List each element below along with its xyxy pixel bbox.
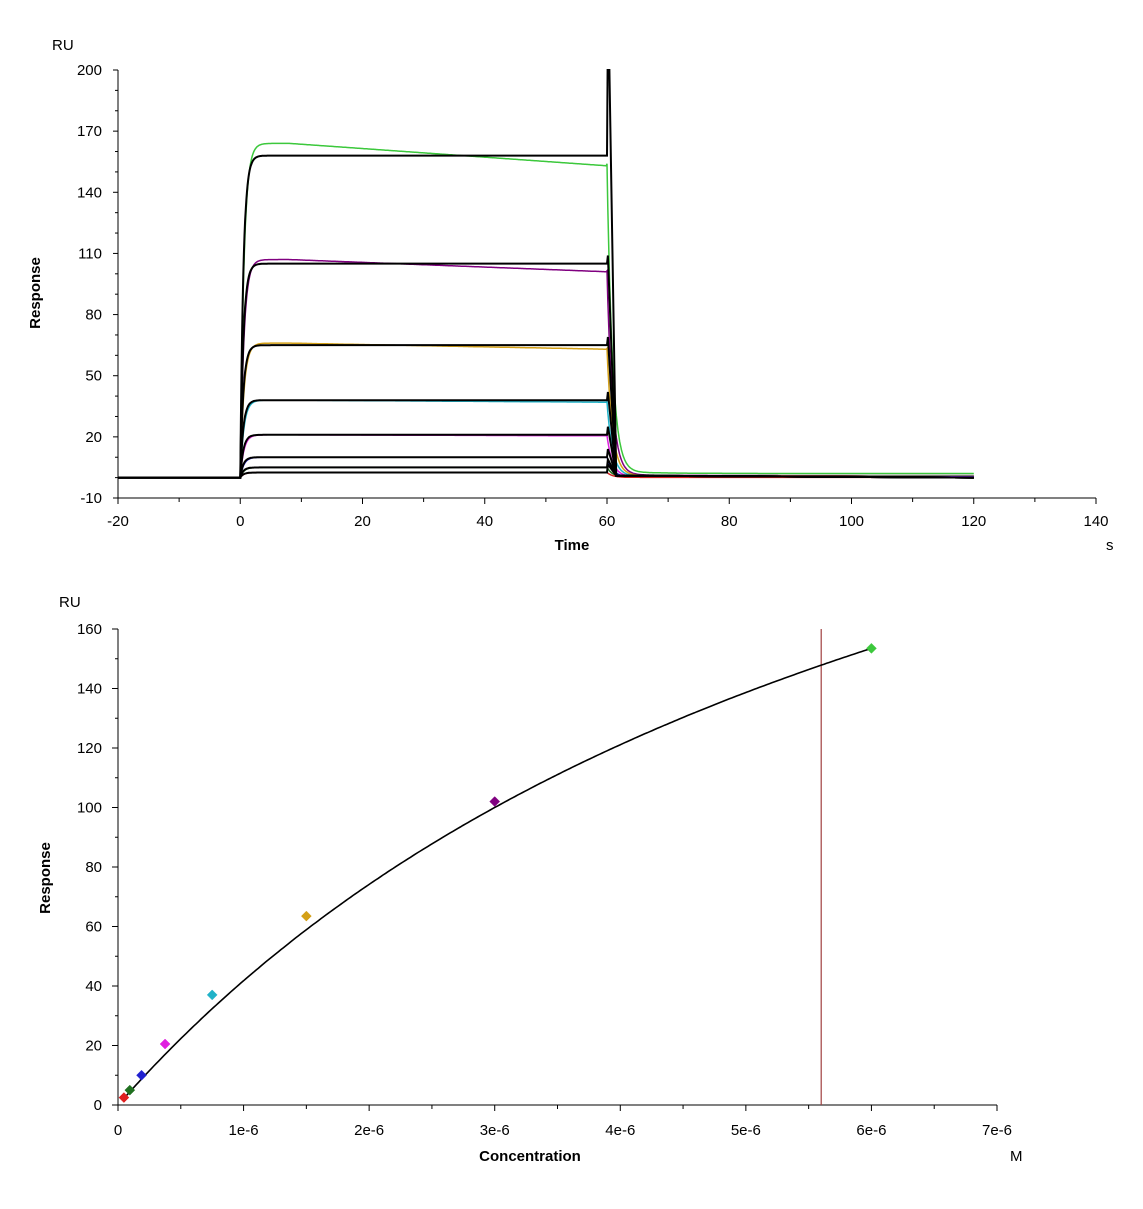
x-axis-title: Time [555,537,590,554]
data-point [159,1038,171,1050]
x-tick-label: 100 [839,513,864,530]
data-point [206,989,218,1001]
x-tick-label: -20 [107,513,129,530]
y-tick-label: 170 [77,123,102,140]
x-tick-label: 5e-6 [731,1122,761,1139]
y-unit-label: RU [59,594,81,611]
y-tick-label: 140 [77,681,102,698]
y-tick-label: -10 [80,490,102,507]
sensorgram-chart: RU Response Time s -10205080110140170200… [27,37,1114,554]
data-point [136,1069,147,1081]
measured-curve [209,399,974,479]
x-tick-label: 3e-6 [480,1122,510,1139]
x-tick-label: 80 [721,513,738,530]
y-tick-label: 60 [85,919,102,936]
x-unit-label: M [1010,1148,1023,1165]
data-point [866,642,877,654]
fit-curve [123,647,872,1099]
data-point [301,910,312,922]
y-axis-title: Response [27,257,44,329]
y-tick-label: 100 [77,800,102,817]
data-point [124,1084,136,1096]
x-tick-label: 0 [114,1122,122,1139]
y-tick-label: 80 [85,307,102,324]
x-tick-label: 60 [599,513,616,530]
x-tick-label: 4e-6 [605,1122,635,1139]
y-tick-label: 200 [77,62,102,79]
x-tick-label: 120 [961,513,986,530]
x-tick-label: 2e-6 [354,1122,384,1139]
x-tick-label: 6e-6 [856,1122,886,1139]
fitted-curve [118,461,974,479]
y-tick-label: 50 [85,368,102,385]
x-unit-label: s [1106,537,1114,554]
y-tick-label: 110 [78,245,102,262]
y-axis-title: Response [37,842,54,914]
y-tick-label: 140 [77,184,102,201]
measured-curve [209,258,974,479]
x-tick-label: 40 [476,513,493,530]
y-tick-label: 120 [77,740,102,757]
y-tick-label: 160 [77,621,102,638]
measured-curve [209,142,974,479]
y-tick-label: 80 [85,859,102,876]
x-axis-title: Concentration [479,1148,581,1165]
x-tick-label: 0 [236,513,244,530]
y-unit-label: RU [52,37,74,54]
y-tick-label: 40 [85,978,102,995]
x-tick-label: 140 [1083,513,1108,530]
x-tick-label: 20 [354,513,371,530]
y-tick-label: 0 [94,1097,102,1114]
data-point [489,796,501,807]
y-tick-label: 20 [85,1038,102,1055]
x-tick-label: 7e-6 [982,1122,1012,1139]
y-tick-label: 20 [85,429,102,446]
x-tick-label: 1e-6 [229,1122,259,1139]
data-point [118,1092,130,1103]
